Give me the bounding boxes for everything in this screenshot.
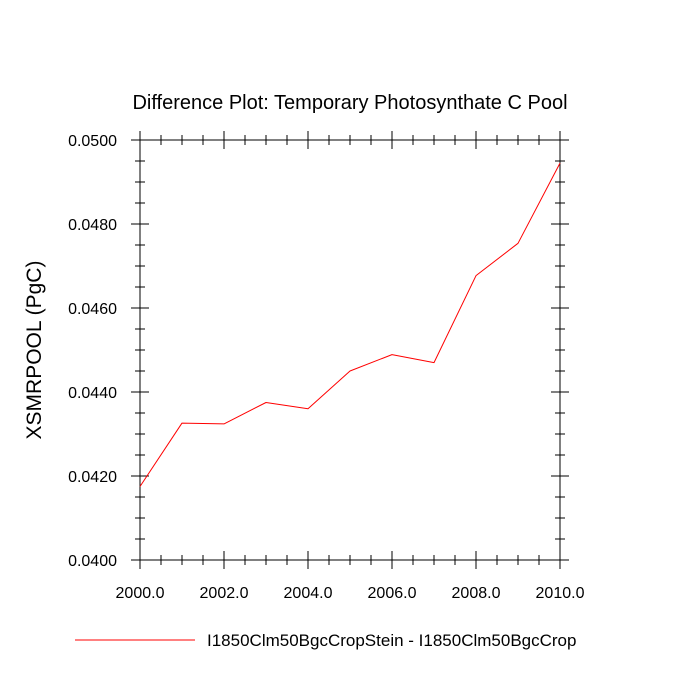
- x-tick-label: 2002.0: [200, 585, 249, 602]
- x-tick-label: 2000.0: [116, 585, 165, 602]
- chart-title: Difference Plot: Temporary Photosynthate…: [132, 92, 567, 114]
- legend: I1850Clm50BgcCropStein - I1850Clm50BgcCr…: [75, 631, 576, 650]
- y-tick-label: 0.0500: [68, 133, 117, 150]
- x-tick-label: 2006.0: [368, 585, 417, 602]
- x-tick-label: 2010.0: [536, 585, 585, 602]
- plot-frame: [139, 139, 561, 561]
- x-tick-label: 2004.0: [284, 585, 333, 602]
- y-tick-label: 0.0480: [68, 217, 117, 234]
- series-line: [139, 162, 561, 487]
- x-tick-label: 2008.0: [452, 585, 501, 602]
- y-tick-label: 0.0440: [68, 385, 117, 402]
- series-group: [139, 162, 561, 487]
- y-tick-label: 0.0420: [68, 469, 117, 486]
- y-axis-label: XSMRPOOL (PgC): [23, 261, 46, 440]
- y-tick-labels: 0.0400 0.0420 0.0440 0.0460 0.0480 0.0500: [68, 133, 117, 570]
- y-tick-label: 0.0460: [68, 301, 117, 318]
- axis-ticks: [131, 131, 569, 569]
- y-tick-label: 0.0400: [68, 553, 117, 570]
- legend-label: I1850Clm50BgcCropStein - I1850Clm50BgcCr…: [207, 631, 576, 650]
- x-tick-labels: 2000.0 2002.0 2004.0 2006.0 2008.0 2010.0: [116, 585, 585, 602]
